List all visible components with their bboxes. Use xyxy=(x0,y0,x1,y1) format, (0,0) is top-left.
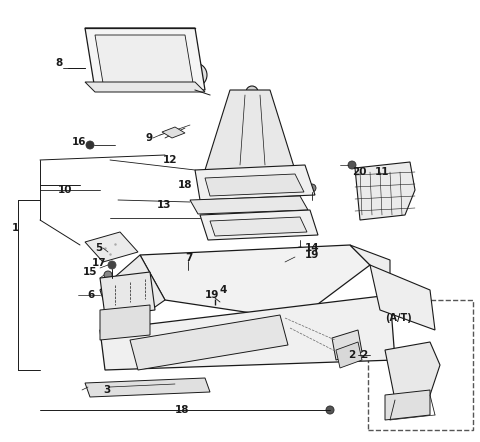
Text: 4: 4 xyxy=(220,285,228,295)
Text: 3: 3 xyxy=(103,385,110,395)
Text: 17: 17 xyxy=(92,258,107,268)
Text: 18: 18 xyxy=(175,405,190,415)
Text: 10: 10 xyxy=(58,185,72,195)
Polygon shape xyxy=(85,28,205,90)
Circle shape xyxy=(108,261,116,269)
Circle shape xyxy=(104,271,112,279)
Circle shape xyxy=(348,161,356,169)
Polygon shape xyxy=(332,330,362,360)
Polygon shape xyxy=(190,196,308,214)
Text: 18: 18 xyxy=(178,180,192,190)
Text: 15: 15 xyxy=(83,267,97,277)
Polygon shape xyxy=(162,127,185,138)
Polygon shape xyxy=(195,165,315,200)
Text: 7: 7 xyxy=(185,253,192,263)
Polygon shape xyxy=(385,342,440,400)
Circle shape xyxy=(308,184,316,192)
Polygon shape xyxy=(100,272,155,316)
Circle shape xyxy=(246,86,258,98)
Circle shape xyxy=(190,70,200,80)
Polygon shape xyxy=(336,342,362,368)
Circle shape xyxy=(183,63,207,87)
Circle shape xyxy=(218,285,232,299)
Polygon shape xyxy=(85,232,138,262)
Polygon shape xyxy=(205,174,304,196)
Polygon shape xyxy=(85,82,205,92)
Text: 20: 20 xyxy=(352,167,367,177)
Text: 19: 19 xyxy=(205,290,219,300)
Text: 11: 11 xyxy=(375,167,389,177)
Text: 5: 5 xyxy=(95,243,102,253)
Text: 16: 16 xyxy=(72,137,86,147)
Polygon shape xyxy=(205,90,295,170)
Polygon shape xyxy=(100,255,165,335)
Text: 1: 1 xyxy=(12,223,19,233)
Text: 14: 14 xyxy=(305,243,320,253)
Polygon shape xyxy=(210,217,307,236)
Circle shape xyxy=(115,315,135,335)
Circle shape xyxy=(326,406,334,414)
Polygon shape xyxy=(140,245,370,318)
Text: 12: 12 xyxy=(163,155,178,165)
Polygon shape xyxy=(350,245,390,295)
Text: (A/T): (A/T) xyxy=(385,313,412,323)
Polygon shape xyxy=(200,210,318,240)
Text: 2: 2 xyxy=(348,350,355,360)
Polygon shape xyxy=(355,162,415,220)
FancyBboxPatch shape xyxy=(368,300,473,430)
Text: 13: 13 xyxy=(157,200,171,210)
Circle shape xyxy=(86,141,94,149)
Polygon shape xyxy=(130,315,288,370)
Text: 19: 19 xyxy=(305,250,319,260)
Polygon shape xyxy=(95,35,193,83)
Polygon shape xyxy=(385,390,430,420)
Polygon shape xyxy=(100,305,150,340)
Polygon shape xyxy=(100,295,395,370)
Text: 8: 8 xyxy=(55,58,62,68)
Text: 9: 9 xyxy=(145,133,152,143)
Polygon shape xyxy=(370,265,435,330)
Text: 2: 2 xyxy=(360,350,367,360)
Text: 6: 6 xyxy=(87,290,94,300)
Polygon shape xyxy=(85,378,210,397)
